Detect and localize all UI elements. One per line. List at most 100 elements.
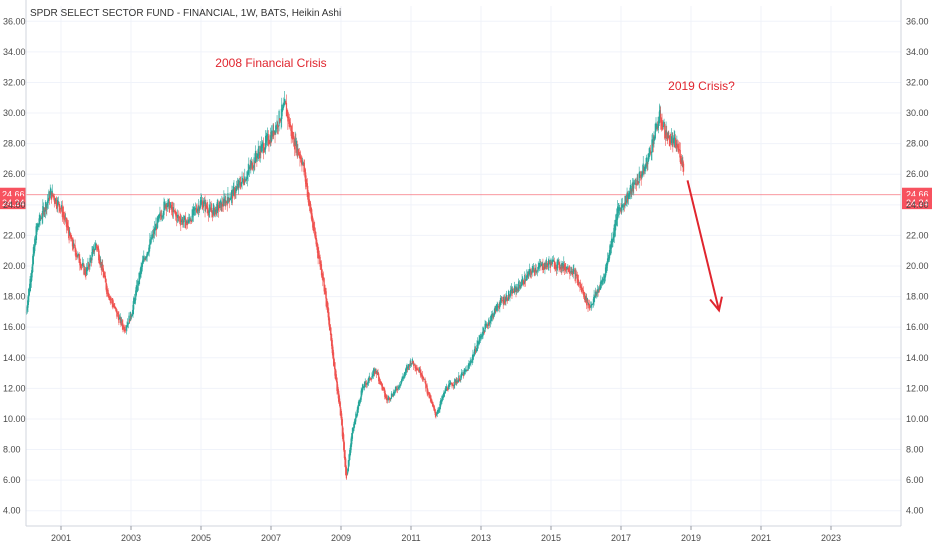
candle-body (545, 259, 547, 268)
candle-body (67, 224, 69, 228)
candle-body (633, 183, 636, 185)
candle-body (671, 138, 673, 140)
candle-body (377, 372, 379, 376)
candle-body (106, 289, 109, 291)
candle-body (34, 241, 37, 245)
candle-body (577, 279, 580, 286)
candle-body (496, 306, 498, 308)
candle-body (540, 263, 543, 266)
candle-body (416, 368, 418, 370)
candle-body (303, 162, 305, 173)
candle-body (217, 204, 220, 211)
candle-body (594, 291, 597, 298)
candle-body (279, 120, 282, 122)
candle-body (521, 279, 523, 286)
candle-body (255, 156, 257, 157)
candle-body (608, 256, 610, 261)
candle-body (107, 290, 109, 297)
candle-body (602, 279, 604, 282)
candle-body (196, 209, 198, 214)
candle-body (342, 427, 344, 441)
y-tick-label-right: 32.00 (906, 77, 929, 87)
candle-body (142, 259, 144, 264)
candle-body (132, 304, 134, 315)
candle-body (306, 179, 308, 187)
candle-body (435, 412, 437, 417)
candle-body (410, 363, 412, 365)
candle-body (510, 289, 512, 296)
candle-body (61, 204, 63, 209)
candle-body (611, 241, 613, 244)
candle-body (295, 140, 298, 148)
candle-body (40, 218, 43, 220)
candle-body (287, 111, 289, 122)
candle-body (440, 400, 442, 404)
y-tick-label-left: 20.00 (3, 261, 26, 271)
candle-body (304, 169, 306, 182)
candle-body (359, 400, 361, 404)
candle-body (481, 336, 483, 337)
candle-body (130, 316, 132, 318)
candle-body (621, 204, 623, 208)
candle-body (419, 368, 421, 372)
candle-body (524, 279, 527, 282)
candle-body (177, 215, 179, 217)
candle-body (620, 208, 622, 213)
candle-body (411, 359, 413, 364)
y-tick-label-left: 8.00 (3, 445, 21, 455)
candle-body (572, 269, 574, 274)
candle-body (662, 126, 665, 127)
candle-body (302, 162, 304, 164)
candle-body (244, 176, 246, 183)
candle-body (578, 282, 580, 284)
candle-body (598, 287, 600, 292)
candle-body (358, 400, 360, 406)
candle-body (199, 207, 201, 210)
candle-body (103, 272, 105, 278)
y-tick-label-left: 30.00 (3, 108, 26, 118)
candle-body (75, 252, 78, 257)
candle-body (131, 315, 133, 317)
candle-body (35, 226, 37, 244)
candle-body (163, 201, 165, 215)
candle-body (83, 269, 86, 271)
grid (26, 6, 901, 526)
candle-body (28, 287, 30, 296)
candle-body (678, 149, 681, 151)
candle-body (627, 197, 629, 202)
candle-body (458, 378, 461, 382)
candle-body (562, 265, 564, 269)
candle-body (253, 157, 255, 168)
candle-body (219, 201, 221, 208)
candle-body (596, 291, 598, 295)
candle-body (262, 144, 265, 153)
candle-body (375, 370, 377, 372)
candle-body (204, 202, 206, 211)
candle-body (151, 237, 153, 239)
candle-body (588, 303, 590, 309)
candle-body (133, 298, 135, 310)
candle-body (267, 133, 269, 138)
candle-body (114, 306, 116, 308)
candle-body (462, 373, 465, 377)
candle-body (330, 327, 332, 341)
candle-body (211, 209, 213, 213)
candle-body (484, 323, 486, 332)
candle-body (169, 206, 171, 208)
candle-body (65, 217, 67, 227)
candle-body (609, 243, 611, 255)
candle-body (608, 249, 611, 259)
candle-body (555, 266, 557, 268)
candle-body (179, 217, 181, 222)
candle-body (343, 434, 345, 451)
candle-body (543, 268, 545, 270)
candle-body (472, 355, 475, 357)
candle-body (445, 388, 447, 391)
candle-body (647, 157, 649, 165)
candle-body (62, 211, 64, 215)
candle-body (549, 262, 551, 268)
candle-body (308, 193, 310, 206)
candle-body (471, 357, 473, 362)
candle-body (668, 135, 670, 136)
